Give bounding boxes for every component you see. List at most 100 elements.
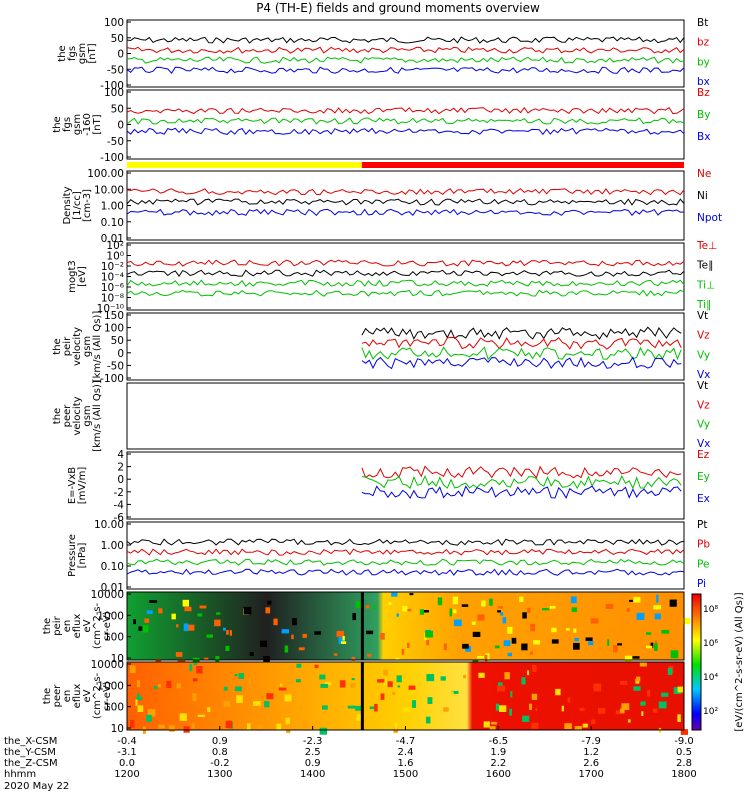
- spectrogram-cell: [192, 657, 200, 665]
- y-axis-label: thepeirenefluxeV(cm^2-s-sr-eV): [42, 602, 113, 649]
- date-label: 2020 May 22: [4, 781, 69, 792]
- series-trace: [126, 198, 685, 206]
- spectrogram-cell: [551, 639, 559, 644]
- panel-frame: [126, 521, 685, 590]
- spectrogram-cell: [449, 608, 452, 617]
- spectrogram-cell: [339, 680, 346, 688]
- spectrogram-cell: [453, 619, 462, 627]
- y-tick-label: 0: [117, 348, 124, 360]
- spectrogram-cell: [427, 697, 433, 704]
- legend-entry: Pb: [697, 539, 710, 551]
- spectrogram-cell: [223, 627, 226, 631]
- y-axis-label: thepeirvelocitygsm[km/s (All Qs)]: [52, 311, 103, 383]
- spectrogram-cell: [216, 612, 221, 615]
- spectrogram-cell: [535, 708, 538, 712]
- spectrogram-cell: [193, 662, 197, 666]
- y-tick-label: -100: [100, 152, 124, 164]
- spectrogram-cell: [135, 699, 138, 706]
- spectrogram-cell: [225, 720, 233, 729]
- spectrogram-cell: [530, 651, 533, 655]
- x-tick-label: 1800: [671, 769, 696, 780]
- data-gap-marker: [360, 592, 364, 660]
- spectrogram-cell: [366, 630, 374, 635]
- spectrogram-cell: [521, 643, 528, 651]
- spectrogram-cell: [585, 637, 593, 641]
- spectrogram-cell: [628, 719, 631, 723]
- colorbar-scale: [691, 593, 702, 731]
- spectrogram-cell: [503, 640, 511, 647]
- spectrogram-cell: [409, 593, 414, 596]
- spectrogram-cell: [573, 642, 580, 650]
- y-tick-label: 0: [117, 474, 124, 486]
- spectrogram-cell: [494, 645, 500, 649]
- x-tick-label: 2.4: [398, 747, 414, 758]
- legend-entry: Bz: [697, 87, 710, 99]
- y-axis-label: mogt3[eV]: [67, 260, 88, 293]
- spectrogram-cell: [266, 693, 274, 700]
- legend-entry: Ey: [697, 471, 710, 483]
- spectrogram-cell: [573, 628, 577, 633]
- spectrogram-cell: [533, 640, 541, 645]
- spectrogram-cell: [551, 627, 557, 633]
- spectrogram-cell: [636, 612, 645, 620]
- x-tick-label: -0.2: [210, 758, 230, 769]
- y-tick-label: 10⁰: [106, 251, 124, 263]
- spectrogram-cell: [192, 678, 198, 682]
- xaxis-row-label: hhmm: [4, 769, 36, 780]
- spectrogram-cell: [176, 624, 179, 628]
- series-trace: [126, 259, 685, 267]
- x-tick-label: 2.2: [490, 758, 506, 769]
- y-tick-label: 50: [111, 103, 124, 115]
- spectrogram-cell: [402, 606, 408, 612]
- x-tick-label: 0.9: [212, 736, 228, 747]
- spectrogram-cell: [186, 624, 195, 631]
- spectrogram-cell: [461, 604, 469, 607]
- spectrogram-cell: [192, 693, 197, 702]
- spectrogram-cell: [292, 617, 297, 626]
- spectrogram: [127, 662, 684, 730]
- spectrogram-cell: [137, 705, 144, 712]
- spectrogram-cell: [500, 612, 504, 616]
- series-trace: [361, 326, 682, 340]
- spectrogram-cell: [477, 655, 485, 659]
- spectrogram-cell: [267, 600, 272, 605]
- y-tick-label: 10²: [106, 240, 124, 252]
- spectrogram-cell: [263, 656, 270, 663]
- spectrogram-cell: [166, 680, 172, 689]
- x-tick-label: -4.7: [396, 736, 416, 747]
- x-tick-label: 1200: [114, 769, 139, 780]
- spectrogram-cell: [384, 677, 388, 685]
- data-gap-marker: [360, 662, 364, 730]
- spectrogram-cell: [561, 705, 565, 712]
- spectrogram-cell: [225, 645, 230, 651]
- spectrogram-cell: [645, 632, 652, 635]
- spectrogram-cell: [621, 703, 630, 711]
- spectrogram-cell: [355, 601, 363, 609]
- spectrogram-cell: [478, 672, 485, 678]
- spectrogram-cell: [451, 690, 459, 694]
- series-trace: [126, 289, 685, 297]
- spectrogram-cell: [401, 649, 405, 655]
- spectrogram-cell: [369, 706, 376, 710]
- panel-frame: [126, 170, 685, 241]
- x-tick-label: 1500: [393, 769, 418, 780]
- spectrogram-cell: [452, 596, 459, 605]
- spectrogram-cell: [620, 680, 628, 685]
- panel-1: 100 50 0 -50 -100 thefgsgsm[nT] Bt bz by bx: [57, 17, 710, 92]
- series-trace: [361, 346, 682, 361]
- y-tick-label: -100: [100, 80, 124, 92]
- spectrogram-cell: [279, 683, 283, 687]
- legend-entry: Ne: [697, 168, 711, 180]
- spectrogram-cell: [144, 618, 150, 623]
- spectrogram-cell: [281, 629, 290, 634]
- y-tick-label: 100: [104, 323, 124, 335]
- spectrogram-cell: [182, 599, 190, 607]
- legend-entry: bx: [697, 76, 710, 88]
- spectrogram-cell: [387, 681, 393, 688]
- spectrogram-cell: [372, 605, 376, 610]
- spectrogram-cell: [408, 685, 416, 690]
- spectrogram-cell: [646, 645, 653, 649]
- x-tick-label: 1400: [300, 769, 325, 780]
- spectrogram-cell: [489, 598, 493, 606]
- xaxis-row-label: the_Z-CSM: [4, 758, 58, 769]
